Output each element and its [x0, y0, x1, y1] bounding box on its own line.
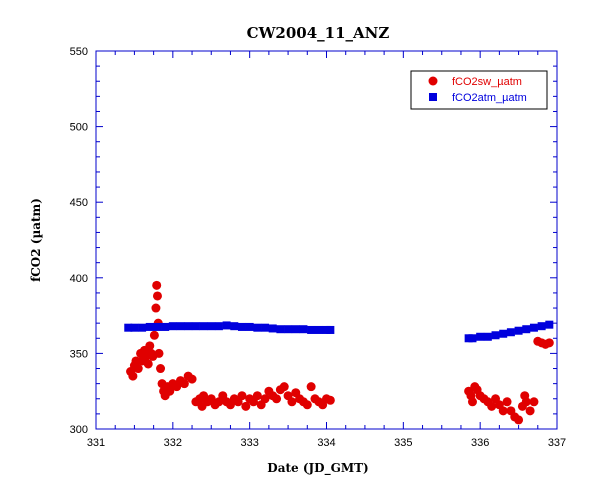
- data-point-s0-19: [156, 364, 166, 374]
- data-point-s0-80: [502, 397, 512, 407]
- series-0: [126, 280, 554, 425]
- data-point-s1-11: [207, 322, 216, 331]
- data-point-s0-10: [145, 341, 155, 351]
- data-point-s0-4: [133, 364, 143, 374]
- data-point-s1-38: [537, 322, 546, 331]
- y-tick-label-2: 400: [70, 273, 88, 285]
- x-axis-label: Date (JD_GMT): [267, 461, 368, 476]
- y-tick-label-4: 500: [70, 122, 88, 134]
- data-point-s0-9: [143, 359, 153, 369]
- data-point-s1-37: [529, 323, 538, 332]
- data-point-s0-55: [279, 382, 289, 392]
- data-point-s1-35: [514, 326, 523, 335]
- y-tick-label-1: 350: [70, 348, 88, 360]
- axis-ticks: 331 332 333 334 335 336 337 300 350 400 450 500 550: [70, 46, 567, 449]
- data-point-s0-30: [187, 374, 197, 384]
- data-point-s1-4: [153, 322, 162, 331]
- data-point-s0-44: [237, 391, 247, 401]
- data-point-s0-86: [521, 397, 531, 407]
- data-point-s1-6: [168, 322, 177, 331]
- data-point-s1-30: [476, 332, 485, 341]
- data-point-s0-61: [302, 400, 312, 410]
- data-point-s1-9: [191, 322, 200, 331]
- data-point-s1-36: [522, 325, 531, 334]
- x-tick-label-2: 333: [240, 437, 258, 449]
- data-point-s0-18: [154, 348, 164, 358]
- data-point-s1-21: [284, 325, 293, 334]
- data-point-s0-16: [152, 291, 162, 301]
- data-point-s0-87: [525, 406, 535, 416]
- y-tick-label-3: 450: [70, 197, 88, 209]
- x-tick-label-3: 334: [317, 437, 335, 449]
- chart-title: CW2004_11_ANZ: [247, 24, 390, 42]
- data-point-s0-76: [487, 401, 497, 411]
- data-point-s1-27: [326, 325, 335, 334]
- data-point-s1-19: [268, 324, 277, 333]
- data-point-s0-50: [260, 394, 270, 404]
- data-point-s1-2: [138, 323, 147, 332]
- data-point-s1-32: [491, 331, 500, 340]
- data-point-s1-5: [161, 322, 170, 331]
- data-point-s1-39: [545, 320, 554, 329]
- x-tick-label-1: 332: [164, 437, 182, 449]
- series-1: [124, 320, 554, 343]
- data-point-s1-31: [483, 332, 492, 341]
- data-point-s1-8: [184, 322, 193, 331]
- data-point-s1-3: [145, 322, 154, 331]
- data-point-s1-7: [176, 322, 185, 331]
- y-tick-label-5: 550: [70, 46, 88, 58]
- data-point-s1-15: [237, 322, 246, 331]
- data-point-s1-0: [124, 323, 133, 332]
- data-point-s0-45: [241, 401, 251, 411]
- data-point-s1-1: [130, 323, 139, 332]
- legend: fCO2sw_µatm fCO2atm_µatm: [410, 70, 548, 110]
- data-point-s1-14: [230, 322, 239, 331]
- data-point-s0-1: [128, 371, 138, 381]
- data-point-s1-10: [199, 322, 208, 331]
- data-point-s0-48: [252, 391, 262, 401]
- data-point-s1-29: [468, 334, 477, 343]
- plot-area: [124, 280, 554, 425]
- data-point-s0-15: [152, 280, 162, 290]
- x-tick-label-6: 337: [548, 437, 566, 449]
- data-point-s0-79: [498, 406, 508, 416]
- data-point-s1-18: [261, 323, 270, 332]
- x-tick-label-5: 336: [471, 437, 489, 449]
- data-point-s0-62: [306, 382, 316, 392]
- data-point-s0-53: [272, 394, 282, 404]
- data-point-s1-17: [253, 323, 262, 332]
- legend-marker-fco2atm: [429, 93, 437, 101]
- y-tick-label-0: 300: [70, 424, 88, 436]
- data-point-s1-25: [314, 325, 323, 334]
- data-point-s0-13: [149, 330, 159, 340]
- legend-label-fco2atm: fCO2atm_µatm: [452, 92, 527, 104]
- legend-label-fco2sw: fCO2sw_µatm: [452, 76, 522, 88]
- data-point-s1-34: [506, 328, 515, 337]
- data-point-s1-20: [276, 325, 285, 334]
- x-tick-label-4: 335: [394, 437, 412, 449]
- data-point-s1-22: [291, 325, 300, 334]
- data-point-s0-83: [514, 415, 524, 425]
- data-point-s0-24: [165, 386, 175, 396]
- data-point-s0-14: [151, 303, 161, 313]
- data-point-s1-24: [307, 325, 316, 334]
- data-point-s0-70: [467, 397, 477, 407]
- legend-marker-fco2sw: [428, 76, 438, 86]
- data-point-s0-57: [287, 397, 297, 407]
- data-point-s0-88: [529, 397, 539, 407]
- x-tick-label-0: 331: [87, 437, 105, 449]
- y-axis-label: fCO2 (µatm): [29, 198, 43, 282]
- data-point-s1-12: [214, 322, 223, 331]
- data-point-s1-13: [222, 321, 231, 330]
- data-point-s1-16: [245, 322, 254, 331]
- data-point-s0-67: [325, 395, 335, 405]
- data-point-s0-28: [179, 379, 189, 389]
- data-point-s1-33: [499, 329, 508, 338]
- data-point-s1-23: [299, 325, 308, 334]
- data-point-s0-92: [544, 338, 554, 348]
